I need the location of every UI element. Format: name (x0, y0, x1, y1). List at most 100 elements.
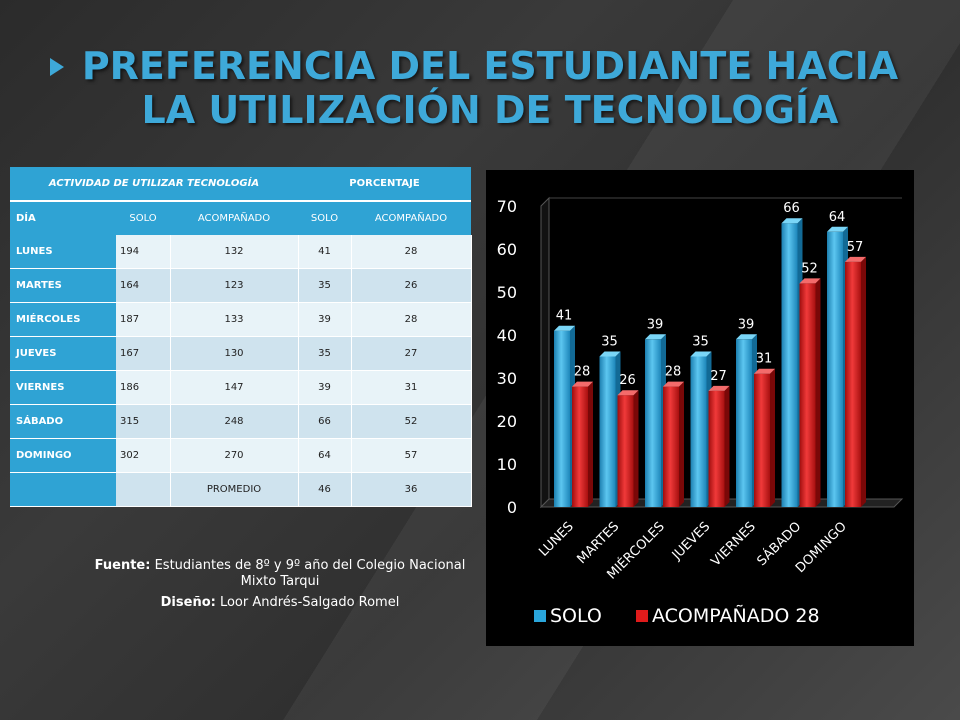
cell-acompanado-pct: 57 (351, 438, 472, 473)
bar-solo-top (827, 226, 848, 232)
cell-solo: 302 (116, 438, 171, 473)
row-day-empty (10, 472, 116, 507)
subheader-acompanado-pct: ACOMPAÑADO (351, 201, 471, 235)
bar-acompanado (799, 283, 816, 507)
cell-solo-pct: 64 (298, 438, 352, 473)
y-tick-label: 40 (497, 326, 517, 345)
data-table: ACTIVIDAD DE UTILIZAR TECNOLOGÍA PORCENT… (10, 167, 472, 507)
y-tick-label: 10 (497, 455, 517, 474)
bar-solo (645, 339, 661, 507)
x-tick-label: VIERNES (709, 519, 759, 569)
bar-acompanado-top (845, 256, 866, 262)
y-tick-label: 0 (507, 498, 517, 517)
cell-acompanado-pct: 27 (351, 336, 472, 371)
cell-acompanado: 133 (170, 302, 299, 337)
cell-solo-pct: 39 (298, 370, 352, 405)
y-tick-label: 70 (497, 197, 517, 216)
cell-solo: 187 (116, 302, 171, 337)
bar-acompanado-side (770, 368, 775, 507)
y-tick-label: 30 (497, 369, 517, 388)
fuente-text: Estudiantes de 8º y 9º año del Colegio N… (154, 558, 466, 589)
table-row-footer: PROMEDIO 46 36 (10, 472, 472, 507)
bar-acompanado (708, 390, 725, 507)
bar-acompanado (754, 373, 770, 507)
bar-solo (690, 356, 707, 507)
bar-acompanado-top (708, 385, 730, 391)
y-tick-label: 60 (497, 240, 517, 259)
data-label-solo: 66 (783, 201, 800, 216)
bar-acompanado-top (663, 381, 684, 387)
cell-acompanado-pct: 26 (351, 268, 472, 303)
cell-acompanado: 147 (170, 370, 299, 405)
bar-acompanado-side (724, 385, 730, 507)
bar-acompanado (572, 386, 588, 507)
cell-solo: 315 (116, 404, 171, 439)
data-label-solo: 41 (556, 309, 573, 324)
bar-solo (781, 223, 798, 507)
data-label-acompanado: 27 (710, 369, 727, 384)
table-header-activity: ACTIVIDAD DE UTILIZAR TECNOLOGÍA (10, 167, 298, 202)
cell-acompanado-pct: 52 (351, 404, 472, 439)
bar-solo-top (781, 218, 803, 224)
bar-acompanado-side (679, 381, 684, 507)
cell-acompanado: 132 (170, 235, 299, 269)
table-row: VIERNES 186 147 39 31 (10, 370, 472, 405)
cell-solo-pct: 35 (298, 336, 352, 371)
table-header-percentage: PORCENTAJE (298, 167, 471, 202)
row-day: LUNES (10, 235, 116, 269)
subheader-day: DÍA (10, 201, 116, 235)
bar-acompanado (845, 261, 861, 507)
bar-solo-top (645, 334, 666, 340)
table-row: MIÉRCOLES 187 133 39 28 (10, 302, 472, 337)
cell-acompanado-pct: 31 (351, 370, 472, 405)
bar-solo-top (690, 351, 712, 357)
bar-solo-top (599, 351, 621, 357)
cell-acompanado: 270 (170, 438, 299, 473)
y-tick-label: 50 (497, 283, 517, 302)
bar-solo (736, 339, 752, 507)
bar-solo (827, 231, 843, 508)
bar-solo-top (554, 325, 575, 331)
subheader-solo-pct: SOLO (298, 201, 351, 235)
fuente-label: Fuente: (94, 558, 151, 573)
data-label-solo: 35 (601, 335, 618, 350)
bar-chart: 0 10 20 30 40 50 60 70 41 28 LUNES 35 26 MARTES 39 28 MI… (486, 170, 914, 646)
table-row: DOMINGO 302 270 64 57 (10, 438, 472, 473)
bar-acompanado-top (754, 368, 775, 374)
legend-swatch-acompanado (636, 610, 648, 622)
row-day: VIERNES (10, 370, 116, 405)
row-day: MIÉRCOLES (10, 302, 116, 337)
data-label-solo: 39 (647, 317, 664, 332)
cell-solo-pct: 35 (298, 268, 352, 303)
data-label-acompanado: 26 (619, 373, 636, 388)
cell-empty (116, 472, 171, 507)
data-label-solo: 39 (738, 317, 755, 332)
cell-solo: 194 (116, 235, 171, 269)
data-label-acompanado: 28 (665, 365, 682, 380)
table-row: LUNES 194 132 41 28 (10, 235, 472, 269)
data-label-acompanado: 28 (574, 365, 591, 380)
x-tick-label: MARTES (575, 519, 623, 567)
bar-acompanado (617, 395, 634, 507)
legend-label-solo: SOLO (550, 605, 602, 627)
row-day: JUEVES (10, 336, 116, 371)
cell-acompanado: 123 (170, 268, 299, 303)
cell-acompanado: 130 (170, 336, 299, 371)
legend-swatch-solo (534, 610, 546, 622)
bar-acompanado-side (861, 256, 866, 507)
cell-promedio-acompanado: 36 (351, 472, 472, 507)
cell-acompanado: 248 (170, 404, 299, 439)
x-tick-label: LUNES (536, 519, 577, 560)
cell-solo: 167 (116, 336, 171, 371)
cell-solo-pct: 39 (298, 302, 352, 337)
legend-label-acompanado: ACOMPAÑADO 28 (652, 604, 820, 627)
table-row: JUEVES 167 130 35 27 (10, 336, 472, 371)
bar-solo (554, 330, 570, 507)
bar-acompanado-side (633, 390, 639, 507)
cell-acompanado-pct: 28 (351, 302, 472, 337)
bar-acompanado-side (815, 278, 821, 507)
subheader-solo: SOLO (116, 201, 170, 235)
bar-acompanado-top (799, 278, 821, 284)
data-label-acompanado: 52 (801, 261, 818, 276)
diseno-text: Loor Andrés-Salgado Romel (219, 595, 400, 610)
